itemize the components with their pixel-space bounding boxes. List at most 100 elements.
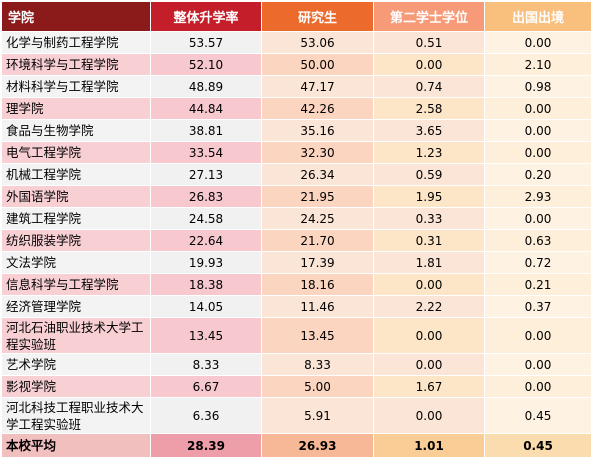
overall-rate-cell: 33.54	[150, 141, 262, 164]
table-row: 理学院 44.84 42.26 2.58 0.00	[1, 97, 592, 120]
header-second-degree: 第二学士学位	[373, 1, 485, 32]
second-degree-cell: 1.23	[373, 141, 485, 164]
abroad-cell: 0.00	[484, 353, 592, 376]
average-college-name-cell: 本校平均	[1, 433, 151, 458]
overall-rate-cell: 6.67	[150, 375, 262, 398]
overall-rate-cell: 48.89	[150, 75, 262, 98]
abroad-cell: 0.45	[484, 397, 592, 434]
average-overall-rate-cell: 28.39	[150, 433, 262, 458]
average-row: 本校平均 28.39 26.93 1.01 0.45	[1, 433, 592, 458]
graduate-cell: 5.00	[261, 375, 374, 398]
overall-rate-cell: 13.45	[150, 317, 262, 354]
header-college: 学院	[1, 1, 151, 32]
abroad-cell: 0.00	[484, 119, 592, 142]
college-name-cell: 艺术学院	[1, 353, 151, 376]
college-name-cell: 河北科技工程职业技术大学工程实验班	[1, 397, 151, 434]
overall-rate-cell: 24.58	[150, 207, 262, 230]
college-name-cell: 影视学院	[1, 375, 151, 398]
college-name-cell: 机械工程学院	[1, 163, 151, 186]
second-degree-cell: 3.65	[373, 119, 485, 142]
second-degree-cell: 0.74	[373, 75, 485, 98]
abroad-cell: 0.00	[484, 317, 592, 354]
header-abroad: 出国出境	[484, 1, 592, 32]
graduate-cell: 21.70	[261, 229, 374, 252]
graduate-cell: 53.06	[261, 31, 374, 54]
graduate-cell: 32.30	[261, 141, 374, 164]
graduate-cell: 13.45	[261, 317, 374, 354]
abroad-cell: 0.00	[484, 141, 592, 164]
graduate-cell: 8.33	[261, 353, 374, 376]
college-name-cell: 理学院	[1, 97, 151, 120]
table-row: 影视学院 6.67 5.00 1.67 0.00	[1, 375, 592, 398]
graduate-cell: 26.34	[261, 163, 374, 186]
table-row: 河北石油职业技术大学工程实验班 13.45 13.45 0.00 0.00	[1, 317, 592, 354]
abroad-cell: 2.93	[484, 185, 592, 208]
college-name-cell: 信息科学与工程学院	[1, 273, 151, 296]
header-row: 学院 整体升学率 研究生 第二学士学位 出国出境	[1, 1, 592, 32]
second-degree-cell: 2.22	[373, 295, 485, 318]
college-name-cell: 食品与生物学院	[1, 119, 151, 142]
abroad-cell: 0.63	[484, 229, 592, 252]
second-degree-cell: 0.00	[373, 353, 485, 376]
header-graduate: 研究生	[261, 1, 374, 32]
overall-rate-cell: 27.13	[150, 163, 262, 186]
average-second-degree-cell: 1.01	[373, 433, 485, 458]
graduate-cell: 11.46	[261, 295, 374, 318]
overall-rate-cell: 52.10	[150, 53, 262, 76]
overall-rate-cell: 19.93	[150, 251, 262, 274]
abroad-cell: 2.10	[484, 53, 592, 76]
college-name-cell: 电气工程学院	[1, 141, 151, 164]
second-degree-cell: 0.00	[373, 273, 485, 296]
abroad-cell: 0.72	[484, 251, 592, 274]
table-row: 外国语学院 26.83 21.95 1.95 2.93	[1, 185, 592, 208]
abroad-cell: 0.00	[484, 31, 592, 54]
second-degree-cell: 0.00	[373, 53, 485, 76]
table-row: 化学与制药工程学院 53.57 53.06 0.51 0.00	[1, 31, 592, 54]
graduate-cell: 47.17	[261, 75, 374, 98]
second-degree-cell: 0.00	[373, 317, 485, 354]
overall-rate-cell: 38.81	[150, 119, 262, 142]
second-degree-cell: 0.33	[373, 207, 485, 230]
second-degree-cell: 0.59	[373, 163, 485, 186]
college-name-cell: 化学与制药工程学院	[1, 31, 151, 54]
table-row: 纺织服装学院 22.64 21.70 0.31 0.63	[1, 229, 592, 252]
overall-rate-cell: 53.57	[150, 31, 262, 54]
abroad-cell: 0.20	[484, 163, 592, 186]
overall-rate-cell: 22.64	[150, 229, 262, 252]
college-name-cell: 文法学院	[1, 251, 151, 274]
abroad-cell: 0.21	[484, 273, 592, 296]
college-name-cell: 建筑工程学院	[1, 207, 151, 230]
graduate-cell: 18.16	[261, 273, 374, 296]
table-row: 环境科学与工程学院 52.10 50.00 0.00 2.10	[1, 53, 592, 76]
abroad-cell: 0.37	[484, 295, 592, 318]
table-row: 建筑工程学院 24.58 24.25 0.33 0.00	[1, 207, 592, 230]
college-name-cell: 经济管理学院	[1, 295, 151, 318]
table-row: 信息科学与工程学院 18.38 18.16 0.00 0.21	[1, 273, 592, 296]
average-abroad-cell: 0.45	[484, 433, 592, 458]
second-degree-cell: 1.67	[373, 375, 485, 398]
college-name-cell: 纺织服装学院	[1, 229, 151, 252]
college-name-cell: 外国语学院	[1, 185, 151, 208]
table-row: 材料科学与工程学院 48.89 47.17 0.74 0.98	[1, 75, 592, 98]
second-degree-cell: 1.81	[373, 251, 485, 274]
admission-rate-table: 学院 整体升学率 研究生 第二学士学位 出国出境 化学与制药工程学院 53.57 5…	[1, 1, 592, 458]
college-name-cell: 河北石油职业技术大学工程实验班	[1, 317, 151, 354]
graduate-cell: 21.95	[261, 185, 374, 208]
college-name-cell: 环境科学与工程学院	[1, 53, 151, 76]
abroad-cell: 0.98	[484, 75, 592, 98]
graduate-cell: 50.00	[261, 53, 374, 76]
table-row: 经济管理学院 14.05 11.46 2.22 0.37	[1, 295, 592, 318]
graduate-cell: 42.26	[261, 97, 374, 120]
table-row: 机械工程学院 27.13 26.34 0.59 0.20	[1, 163, 592, 186]
graduate-cell: 35.16	[261, 119, 374, 142]
second-degree-cell: 2.58	[373, 97, 485, 120]
abroad-cell: 0.00	[484, 207, 592, 230]
overall-rate-cell: 6.36	[150, 397, 262, 434]
table-row: 食品与生物学院 38.81 35.16 3.65 0.00	[1, 119, 592, 142]
table-row: 文法学院 19.93 17.39 1.81 0.72	[1, 251, 592, 274]
average-graduate-cell: 26.93	[261, 433, 374, 458]
table-row: 河北科技工程职业技术大学工程实验班 6.36 5.91 0.00 0.45	[1, 397, 592, 434]
abroad-cell: 0.00	[484, 97, 592, 120]
overall-rate-cell: 26.83	[150, 185, 262, 208]
table-row: 电气工程学院 33.54 32.30 1.23 0.00	[1, 141, 592, 164]
